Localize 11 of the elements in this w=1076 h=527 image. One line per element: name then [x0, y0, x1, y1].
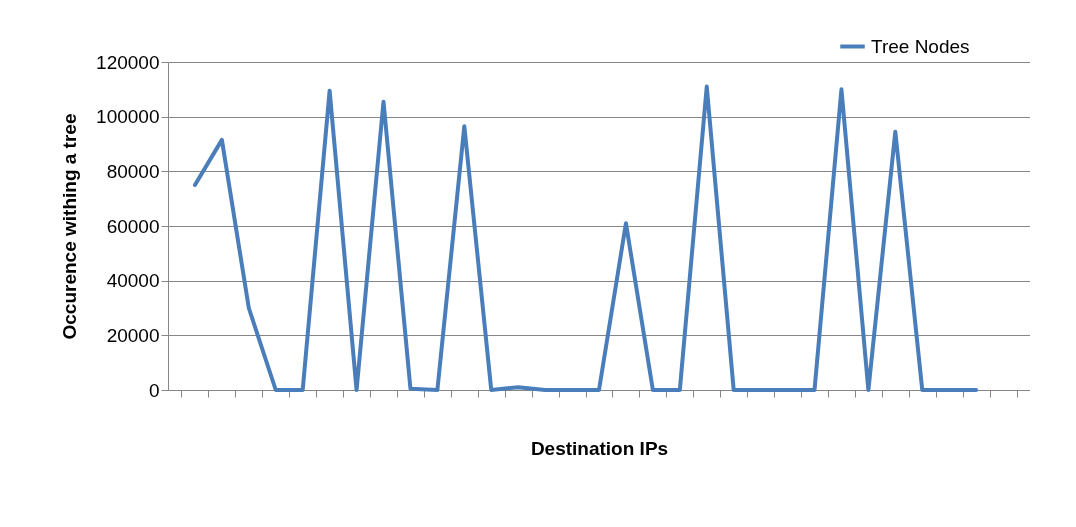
y-tick-label: 40000 [106, 270, 160, 292]
y-tick-label: 0 [148, 379, 160, 401]
y-tick-label: 60000 [106, 215, 160, 237]
y-tick-label: 20000 [106, 324, 160, 346]
line-series [192, 84, 979, 392]
y-tick-label: 100000 [96, 106, 160, 128]
y-tick-label: 120000 [96, 51, 160, 73]
y-axis-title: Occurence withing a tree [59, 113, 81, 340]
legend-label: Tree Nodes [871, 35, 970, 57]
x-axis-title: Destination IPs [530, 437, 669, 459]
y-tick-label: 80000 [106, 160, 160, 182]
